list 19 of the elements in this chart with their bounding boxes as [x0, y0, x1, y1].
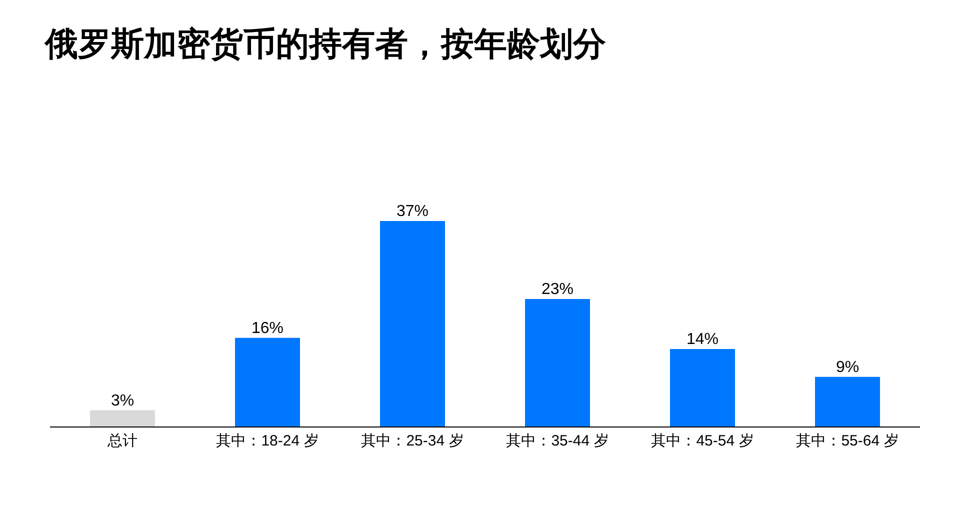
x-tick-label: 总计: [106, 432, 138, 450]
data-label: 3%: [110, 392, 134, 410]
data-label: 37%: [396, 203, 429, 220]
bar: [380, 221, 445, 427]
chart-title: 俄罗斯加密货币的持有者，按年龄划分: [45, 24, 606, 64]
bar: [235, 338, 300, 427]
data-label: 16%: [251, 320, 284, 337]
bar: [525, 298, 590, 427]
x-tick-label: 其中：45-54 岁: [651, 432, 754, 450]
bar: [670, 349, 735, 427]
data-label: 9%: [836, 358, 860, 376]
bar: [815, 376, 880, 427]
data-label: 23%: [541, 280, 574, 298]
x-tick-label: 其中：55-64 岁: [796, 432, 899, 450]
bar: [90, 410, 155, 427]
x-tick-label: 其中：25-34 岁: [361, 432, 464, 450]
x-tick-label: 其中：18-24 岁: [216, 432, 319, 450]
x-tick-label: 其中：35-44 岁: [506, 432, 609, 450]
data-label: 14%: [686, 331, 719, 348]
